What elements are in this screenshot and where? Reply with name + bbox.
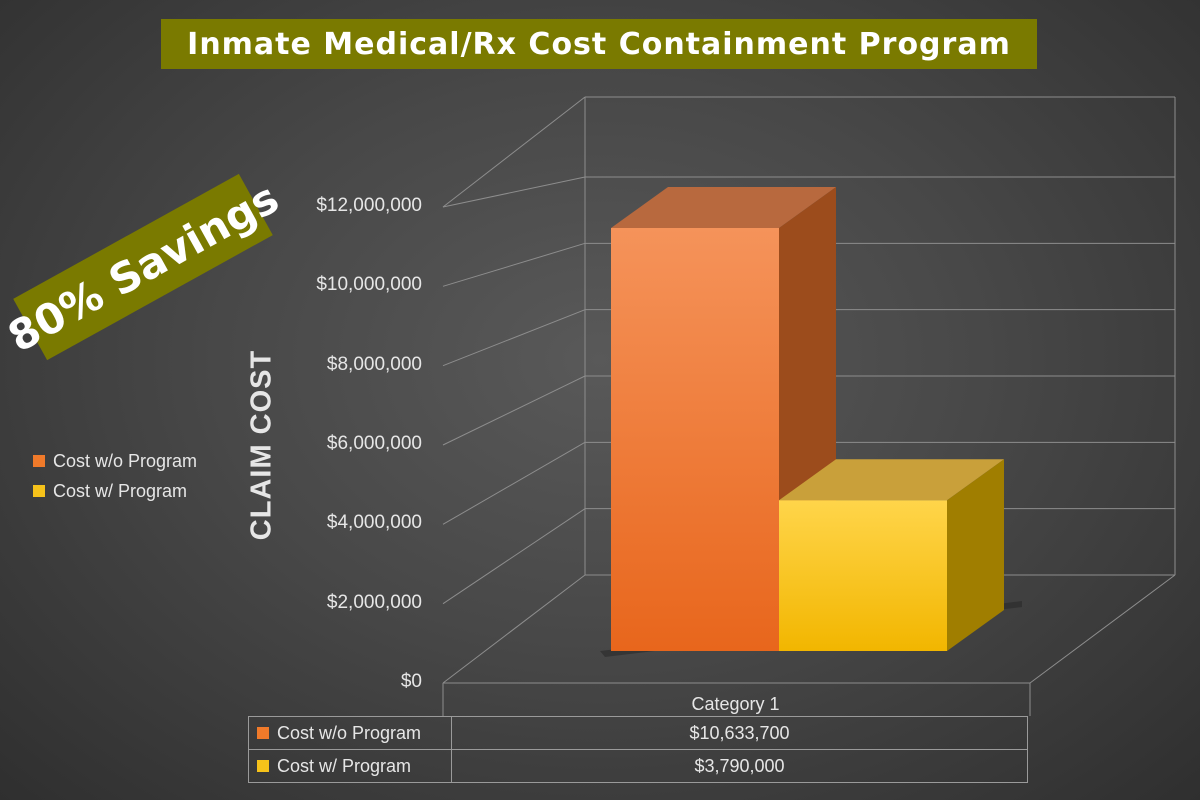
y-tick-label: $12,000,000 [316,195,422,216]
bar-front-face [779,500,947,651]
bars [600,187,1022,657]
table-row: Cost w/o Program $10,633,700 [248,716,1028,750]
table-series-name: Cost w/ Program [248,749,452,783]
legend-item-with-program: Cost w/ Program [33,476,197,506]
gridline-side [442,574,586,684]
table-series-label: Cost w/o Program [277,722,422,743]
legend: Cost w/o Program Cost w/ Program [33,446,197,506]
bar-front-face [611,228,779,651]
y-tick-label: $10,000,000 [316,274,422,296]
table-swatch-orange [257,726,269,739]
table-value: $3,790,000 [451,749,1028,783]
chart-title: Inmate Medical/Rx Cost Containment Progr… [161,19,1037,69]
legend-label: Cost w/o Program [53,450,198,471]
bar-top-face [611,187,836,228]
gridline-side [442,375,586,446]
legend-item-without-program: Cost w/o Program [33,446,197,476]
gridline-side [442,309,586,367]
table-value: $10,633,700 [451,716,1028,750]
table-series-label: Cost w/ Program [277,755,412,776]
gridline-side [442,176,586,208]
data-table: Cost w/o Program $10,633,700 Cost w/ Pro… [248,716,1028,783]
bar-side-face [947,459,1004,651]
bar-top-face [779,459,1004,501]
category-label: Category 1 [691,694,780,714]
y-tick-label: $6,000,000 [326,433,422,454]
gridline-side [442,242,586,287]
table-swatch-yellow [257,759,269,772]
y-tick-label: $2,000,000 [326,591,422,613]
gridline-side [442,508,586,605]
side-wall-top-line [442,96,586,208]
bar-with-program [779,459,1004,651]
table-row: Cost w/ Program $3,790,000 [248,749,1028,783]
floor-right-edge [1029,574,1176,684]
table-series-name: Cost w/o Program [248,716,452,750]
legend-label: Cost w/ Program [53,480,188,501]
gridline-side [442,441,586,525]
y-tick-label: $8,000,000 [326,353,422,375]
legend-swatch-yellow [33,485,45,497]
y-tick-label: $0 [400,671,422,692]
legend-swatch-orange [33,455,45,467]
y-tick-label: $4,000,000 [326,512,422,534]
